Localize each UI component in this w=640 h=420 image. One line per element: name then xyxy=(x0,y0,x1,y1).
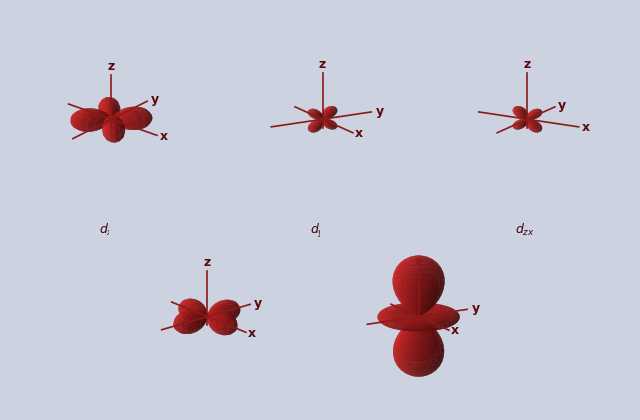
Text: $d_{yz}$: $d_{yz}$ xyxy=(310,222,330,240)
Text: $d_{zx}$: $d_{zx}$ xyxy=(515,222,534,238)
Text: $d_{z^2}$: $d_{z^2}$ xyxy=(407,419,425,420)
Text: $d_{xy}$: $d_{xy}$ xyxy=(99,222,119,240)
Text: $d_{x^2-y^2}$: $d_{x^2-y^2}$ xyxy=(185,419,225,420)
